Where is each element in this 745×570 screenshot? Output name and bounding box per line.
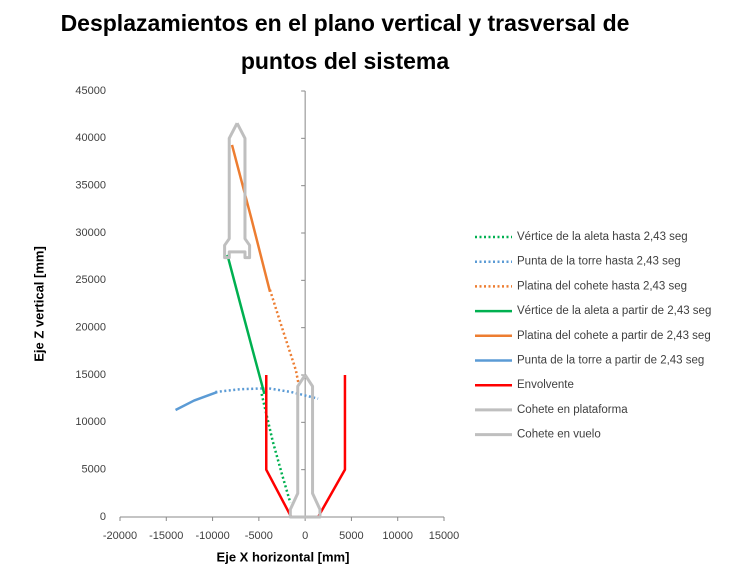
legend-label: Envolvente: [517, 379, 574, 391]
y-tick-label: 15000: [75, 369, 106, 381]
y-tick-label: 30000: [75, 227, 106, 239]
series-line: [225, 123, 250, 257]
legend-label: Punta de la torre a partir de 2,43 seg: [517, 355, 704, 367]
legend-label: Vértice de la aleta a partir de 2,43 seg: [517, 305, 711, 317]
series-line: [176, 392, 218, 410]
x-tick-label: 10000: [382, 530, 413, 542]
page: Eje X horizontal [mm] Eje Z vertical [mm…: [0, 0, 745, 570]
x-tick-label: -5000: [245, 530, 273, 542]
series-line: [232, 145, 270, 292]
x-tick-label: -10000: [195, 530, 229, 542]
y-tick-label: 5000: [82, 464, 106, 476]
y-tick-label: 45000: [75, 85, 106, 97]
x-tick-label: -20000: [103, 530, 137, 542]
chart-title: Desplazamientos en el plano vertical y t…: [60, 4, 630, 80]
x-tick-label: 0: [302, 530, 308, 542]
legend-label: Punta de la torre hasta 2,43 seg: [517, 256, 681, 268]
y-axis-title: Eje Z vertical [mm]: [31, 246, 46, 362]
y-tick-label: 35000: [75, 180, 106, 192]
x-tick-label: 15000: [429, 530, 460, 542]
series-line: [227, 255, 264, 394]
legend-label: Platina del cohete a partir de 2,43 seg: [517, 330, 711, 342]
x-tick-label: -15000: [149, 530, 183, 542]
y-tick-label: 20000: [75, 322, 106, 334]
legend-label: Cohete en vuelo: [517, 429, 601, 441]
chart: Eje X horizontal [mm] Eje Z vertical [mm…: [0, 0, 745, 570]
x-axis-title: Eje X horizontal [mm]: [217, 549, 350, 564]
y-tick-label: 40000: [75, 132, 106, 144]
legend-label: Platina del cohete hasta 2,43 seg: [517, 280, 687, 292]
y-tick-label: 25000: [75, 274, 106, 286]
legend-label: Cohete en plataforma: [517, 404, 628, 416]
y-tick-label: 0: [100, 511, 106, 523]
series-line: [270, 290, 299, 385]
x-tick-label: 5000: [339, 530, 363, 542]
y-tick-label: 10000: [75, 416, 106, 428]
legend-label: Vértice de la aleta hasta 2,43 seg: [517, 231, 688, 243]
